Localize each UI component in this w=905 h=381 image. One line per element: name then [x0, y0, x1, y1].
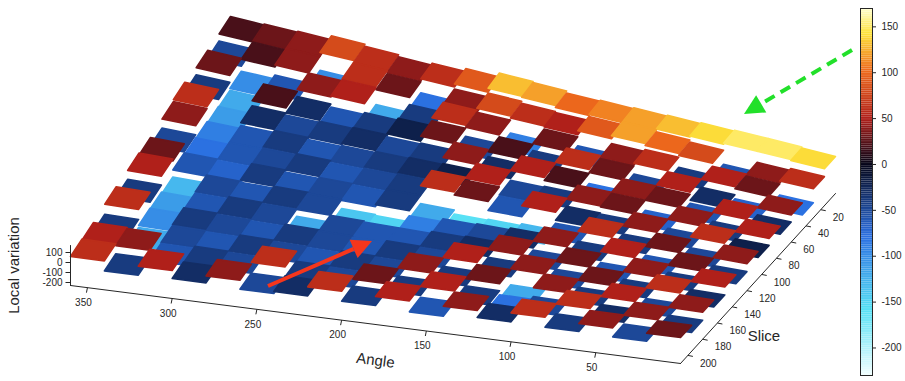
- svg-text:50: 50: [882, 113, 894, 124]
- svg-text:-100: -100: [882, 250, 902, 261]
- svg-text:80: 80: [788, 260, 800, 271]
- svg-text:0: 0: [57, 257, 63, 268]
- svg-text:0: 0: [882, 159, 888, 170]
- svg-text:200: 200: [329, 329, 346, 340]
- svg-text:140: 140: [744, 309, 761, 320]
- svg-text:-200: -200: [882, 342, 902, 353]
- svg-text:100: 100: [499, 351, 516, 362]
- svg-text:150: 150: [882, 21, 899, 32]
- svg-text:50: 50: [586, 362, 598, 373]
- svg-text:200: 200: [700, 358, 717, 369]
- svg-text:100: 100: [774, 277, 791, 288]
- svg-text:-50: -50: [882, 205, 897, 216]
- svg-text:300: 300: [160, 308, 177, 319]
- svg-text:20: 20: [833, 212, 845, 223]
- svg-text:-100: -100: [42, 267, 62, 278]
- svg-text:250: 250: [245, 319, 262, 330]
- svg-text:Slice: Slice: [748, 327, 781, 344]
- svg-text:40: 40: [818, 228, 830, 239]
- svg-text:60: 60: [803, 244, 815, 255]
- svg-text:120: 120: [759, 293, 776, 304]
- svg-text:100: 100: [882, 67, 899, 78]
- svg-text:Angle: Angle: [355, 349, 395, 371]
- svg-text:Local variation: Local variation: [5, 217, 22, 314]
- svg-text:-150: -150: [882, 296, 902, 307]
- svg-text:150: 150: [414, 340, 431, 351]
- svg-text:350: 350: [75, 297, 92, 308]
- svg-text:180: 180: [715, 341, 732, 352]
- svg-text:160: 160: [729, 325, 746, 336]
- svg-text:100: 100: [46, 247, 63, 258]
- svg-text:-200: -200: [42, 277, 62, 288]
